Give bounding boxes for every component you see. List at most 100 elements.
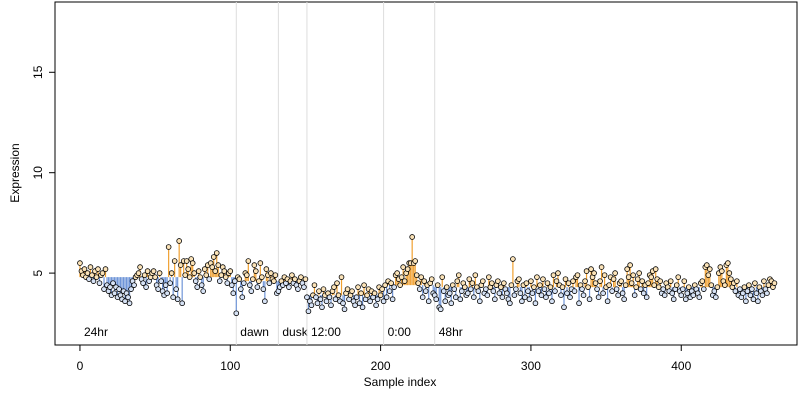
data-point: [168, 270, 175, 276]
data-point: [434, 282, 441, 288]
data-point: [338, 274, 345, 280]
data-point: [254, 284, 261, 290]
data-point: [238, 286, 244, 292]
data-point: [511, 292, 518, 298]
data-point: [326, 294, 333, 301]
data-point: [210, 254, 217, 260]
data-point: [355, 284, 361, 290]
data-point: [156, 270, 163, 276]
data-point: [332, 296, 339, 303]
data-point: [651, 282, 657, 288]
data-point: [685, 284, 692, 290]
data-point: [645, 280, 651, 286]
data-point: [77, 260, 83, 266]
data-point: [99, 270, 106, 276]
data-point: [361, 282, 367, 288]
data-point: [263, 266, 270, 272]
data-point: [192, 278, 199, 284]
data-point: [379, 286, 385, 292]
data-point: [501, 280, 507, 286]
data-point: [213, 250, 220, 256]
data-point: [564, 290, 570, 296]
data-point: [359, 304, 366, 311]
data-point: [382, 282, 388, 288]
data-point: [101, 286, 107, 292]
data-point: [752, 280, 758, 286]
data-point: [135, 270, 142, 276]
data-point: [600, 290, 606, 296]
data-point: [682, 296, 689, 303]
data-point: [93, 274, 100, 280]
data-point: [200, 288, 207, 294]
data-point: [96, 280, 103, 286]
data-point: [182, 272, 188, 278]
data-point: [517, 290, 524, 296]
data-point: [525, 288, 531, 294]
data-point: [633, 284, 639, 290]
data-point: [636, 270, 642, 276]
plot-frame: [54, 1, 798, 346]
data-point: [316, 288, 322, 294]
data-point: [519, 298, 525, 305]
data-point: [110, 280, 116, 286]
data-point: [295, 286, 301, 292]
data-point: [144, 268, 151, 274]
data-point: [528, 278, 534, 284]
data-point: [615, 292, 621, 298]
data-point: [627, 262, 633, 268]
x-tick-label: 300: [521, 359, 541, 373]
data-point: [266, 280, 273, 286]
data-point: [597, 278, 603, 284]
data-point: [201, 266, 208, 272]
data-point: [537, 282, 543, 288]
data-point: [700, 286, 707, 292]
data-point: [553, 278, 560, 284]
data-point: [637, 286, 644, 292]
data-point: [419, 294, 426, 301]
data-point: [576, 300, 582, 307]
y-axis-label: Expression: [8, 143, 22, 202]
data-point: [728, 276, 734, 282]
data-point: [740, 290, 746, 296]
data-point: [747, 292, 754, 298]
data-point: [532, 300, 539, 307]
data-point: [722, 282, 728, 288]
data-point: [340, 300, 346, 307]
data-point: [233, 310, 240, 317]
data-point: [681, 278, 688, 284]
data-point: [239, 294, 246, 301]
data-point: [412, 258, 418, 264]
group-label: dawn: [240, 325, 269, 339]
data-point: [401, 278, 408, 284]
data-point: [622, 282, 629, 288]
data-point: [259, 274, 265, 280]
data-point: [726, 270, 733, 276]
data-point: [543, 294, 549, 301]
data-point: [604, 298, 611, 305]
data-point: [413, 272, 420, 278]
data-point: [286, 284, 292, 290]
data-point: [719, 268, 725, 274]
data-point: [489, 280, 495, 286]
data-point: [606, 282, 612, 288]
data-point: [150, 268, 157, 274]
data-point: [358, 290, 364, 296]
data-point: [186, 274, 193, 280]
data-point: [231, 278, 238, 284]
data-point: [397, 282, 403, 288]
data-point: [741, 284, 748, 290]
data-point: [765, 282, 772, 288]
data-point: [298, 274, 304, 280]
data-point: [162, 282, 169, 288]
data-point: [308, 302, 315, 309]
data-point: [562, 276, 569, 282]
data-point: [356, 300, 363, 307]
data-point: [764, 290, 770, 296]
data-point: [684, 290, 691, 296]
data-point: [245, 258, 252, 264]
data-point: [394, 270, 400, 276]
data-point: [126, 300, 133, 307]
data-point: [216, 278, 223, 284]
data-point: [705, 272, 712, 278]
data-point: [271, 278, 277, 284]
